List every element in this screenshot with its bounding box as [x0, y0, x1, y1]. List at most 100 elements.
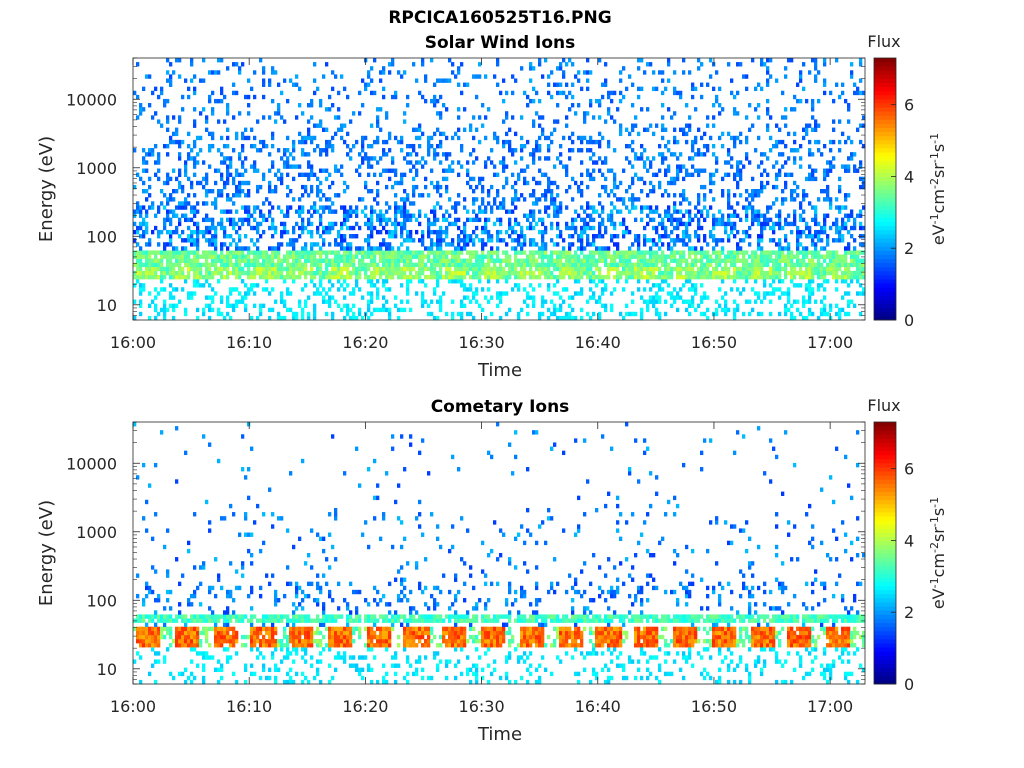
- heatmap-cell: [580, 287, 584, 292]
- heatmap-cell: [376, 107, 380, 112]
- heatmap-cell: [367, 234, 371, 239]
- heatmap-cell: [430, 274, 434, 280]
- heatmap-cell: [580, 250, 584, 255]
- heatmap-cell: [856, 90, 860, 96]
- heatmap-cell: [487, 287, 491, 292]
- heatmap-cell: [394, 168, 398, 173]
- heatmap-cell: [469, 123, 473, 128]
- heatmap-cell: [400, 180, 404, 186]
- heatmap-cell: [859, 221, 863, 227]
- heatmap-cell: [301, 172, 305, 178]
- heatmap-cell: [613, 266, 617, 272]
- heatmap-cell: [274, 299, 278, 304]
- heatmap-cell: [496, 193, 500, 198]
- heatmap-cell: [577, 270, 581, 276]
- heatmap-cell: [547, 315, 551, 321]
- heatmap-cell: [280, 258, 284, 263]
- heatmap-cell: [484, 164, 488, 169]
- heatmap-cell: [772, 279, 776, 284]
- heatmap-cell: [463, 283, 467, 288]
- heatmap-cell: [859, 250, 863, 255]
- heatmap-cell: [406, 234, 410, 239]
- heatmap-cell: [373, 270, 377, 276]
- heatmap-cell: [418, 143, 422, 149]
- heatmap-cell: [250, 238, 254, 243]
- heatmap-cell: [547, 205, 551, 210]
- heatmap-cell: [322, 250, 326, 255]
- heatmap-cell: [280, 156, 284, 161]
- heatmap-cell: [661, 242, 665, 247]
- heatmap-cell: [178, 205, 182, 210]
- heatmap-cell: [538, 283, 542, 288]
- heatmap-cell: [712, 180, 716, 186]
- heatmap-cell: [298, 303, 302, 309]
- heatmap-cell: [550, 139, 554, 145]
- heatmap-cell: [520, 246, 524, 251]
- heatmap-cell: [247, 111, 251, 116]
- heatmap-cell: [541, 131, 545, 137]
- heatmap-cell: [859, 262, 863, 268]
- heatmap-cell: [733, 139, 737, 145]
- heatmap-cell: [463, 197, 467, 202]
- heatmap-cell: [475, 234, 479, 239]
- heatmap-cell: [409, 152, 413, 157]
- heatmap-cell: [382, 254, 386, 259]
- heatmap-cell: [664, 225, 668, 231]
- heatmap-cell: [241, 270, 245, 276]
- heatmap-cell: [712, 266, 716, 272]
- heatmap-cell: [259, 58, 263, 63]
- heatmap-cell: [736, 213, 740, 218]
- heatmap-cell: [784, 221, 788, 227]
- heatmap-cell: [253, 160, 257, 165]
- heatmap-cell: [784, 307, 788, 313]
- heatmap-cell: [409, 168, 413, 173]
- heatmap-cell: [277, 266, 281, 272]
- heatmap-cell: [661, 103, 665, 108]
- heatmap-cell: [568, 270, 572, 276]
- heatmap-cell: [148, 315, 152, 321]
- heatmap-cell: [817, 98, 821, 104]
- heatmap-cell: [577, 70, 581, 75]
- heatmap-cell: [478, 205, 482, 210]
- heatmap-cell: [769, 258, 773, 263]
- heatmap-cell: [370, 164, 374, 169]
- heatmap-cell: [604, 184, 608, 190]
- heatmap-cell: [142, 189, 146, 194]
- heatmap-cell: [226, 193, 230, 198]
- heatmap-cell: [175, 176, 179, 182]
- heatmap-cell: [823, 217, 827, 223]
- heatmap-cell: [736, 62, 740, 67]
- heatmap-cell: [460, 62, 464, 67]
- heatmap-cell: [544, 135, 548, 141]
- heatmap-cell: [463, 229, 467, 235]
- heatmap-cell: [526, 295, 530, 300]
- heatmap-cell: [514, 217, 518, 223]
- heatmap-cell: [307, 152, 311, 157]
- heatmap-cell: [319, 262, 323, 268]
- heatmap-cell: [766, 221, 770, 227]
- heatmap-cell: [361, 262, 365, 268]
- heatmap-cell: [349, 213, 353, 218]
- heatmap-cell: [682, 258, 686, 263]
- heatmap-cell: [799, 70, 803, 75]
- heatmap-cell: [214, 225, 218, 231]
- heatmap-cell: [271, 287, 275, 292]
- heatmap-cell: [574, 180, 578, 186]
- heatmap-cell: [220, 258, 224, 263]
- heatmap-cell: [445, 156, 449, 161]
- heatmap-cell: [802, 189, 806, 194]
- heatmap-cell: [583, 119, 587, 124]
- heatmap-cell: [769, 115, 773, 120]
- heatmap-cell: [145, 254, 149, 259]
- heatmap-cell: [640, 262, 644, 268]
- heatmap-cell: [577, 78, 581, 83]
- heatmap-cell: [523, 287, 527, 292]
- heatmap-cell: [766, 217, 770, 223]
- heatmap-cell: [400, 307, 404, 313]
- heatmap-cell: [679, 254, 683, 259]
- heatmap-cell: [823, 311, 827, 317]
- heatmap-cell: [343, 234, 347, 239]
- heatmap-cell: [322, 229, 326, 235]
- heatmap-cell: [823, 168, 827, 173]
- heatmap-cell: [412, 213, 416, 218]
